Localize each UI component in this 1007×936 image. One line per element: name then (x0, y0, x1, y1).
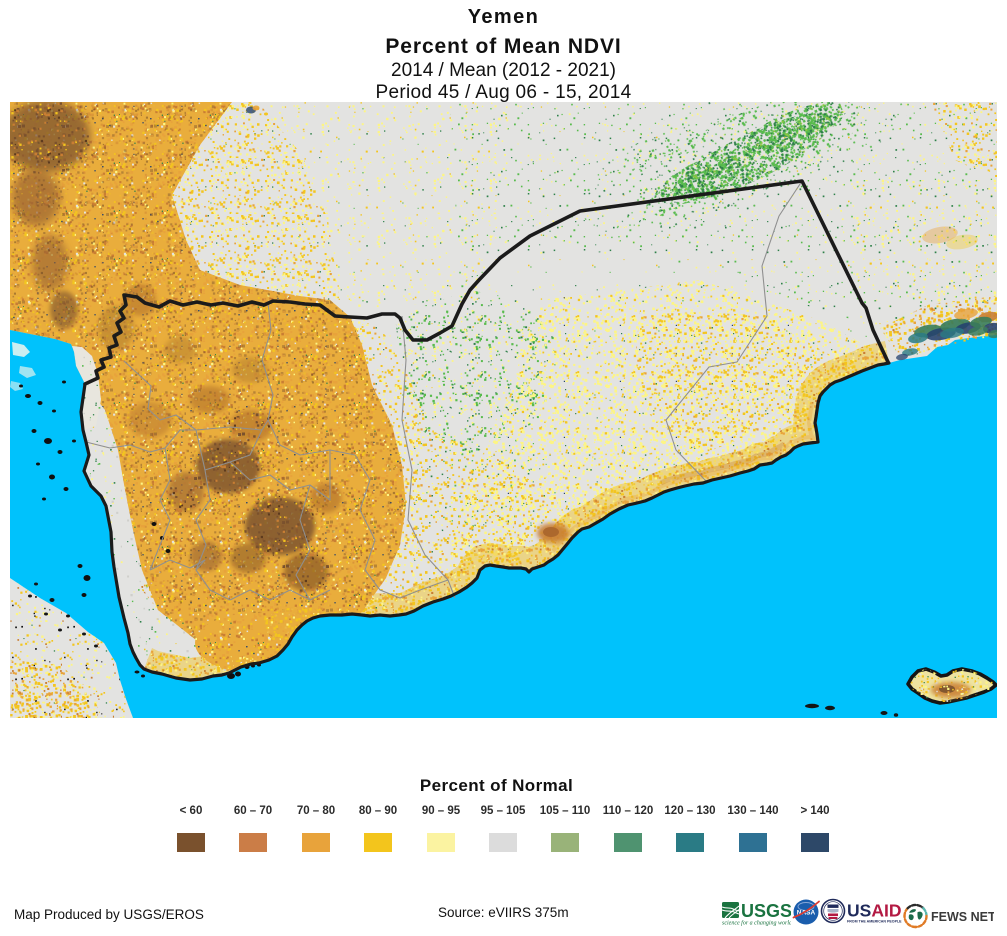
svg-text:USAID: USAID (847, 901, 901, 921)
svg-text:NASA: NASA (797, 910, 816, 917)
svg-text:FEWS NET: FEWS NET (931, 910, 994, 924)
svg-text:science for a changing world: science for a changing world (722, 920, 791, 927)
svg-text:USGS: USGS (741, 901, 791, 921)
svg-text:FROM THE AMERICAN PEOPLE: FROM THE AMERICAN PEOPLE (847, 920, 902, 924)
